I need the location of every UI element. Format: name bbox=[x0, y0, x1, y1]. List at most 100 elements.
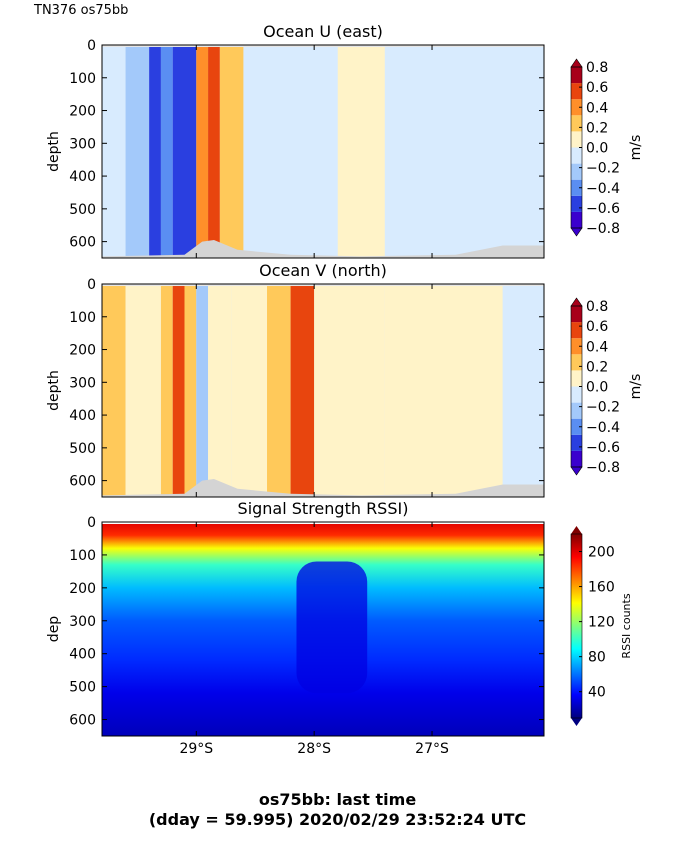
plots-canvas: Ocean U (east) 0 100 200 300 400 500 600 depth 0.… bbox=[46, 22, 644, 757]
colorbar-segment bbox=[571, 434, 582, 451]
colorbar-tick-label: 0.2 bbox=[586, 120, 608, 136]
colorbar-tick-label: −0.6 bbox=[586, 440, 620, 456]
colorbar-extend-top bbox=[571, 526, 582, 534]
panel-title: Signal Strength RSSI) bbox=[238, 499, 409, 518]
colorbar-segment bbox=[571, 450, 582, 467]
colorbar-segment bbox=[571, 67, 582, 84]
y-tick-label: 500 bbox=[69, 680, 96, 696]
colorbar-label: m/s bbox=[628, 374, 644, 400]
y-tick-label: 200 bbox=[69, 581, 96, 597]
colorbar-tick-label: 160 bbox=[588, 580, 615, 596]
colorbar-tick-label: −0.4 bbox=[586, 420, 620, 436]
axes-frame bbox=[101, 283, 545, 498]
panel-title: Ocean U (east) bbox=[263, 22, 383, 41]
footer-line-1: os75bb: last time bbox=[258, 790, 417, 809]
velocity-band bbox=[231, 284, 268, 497]
colorbar-segment bbox=[571, 370, 582, 387]
x-tick-label: 29°S bbox=[179, 741, 213, 757]
velocity-band bbox=[384, 284, 503, 497]
seafloor-topography bbox=[102, 478, 544, 497]
heatmap-cells bbox=[102, 284, 544, 497]
colorbar-tick-label: −0.6 bbox=[586, 201, 620, 217]
rssi-top-gap bbox=[102, 522, 544, 524]
panel-1: Ocean U (east) 0 100 200 300 400 500 600 depth 0.… bbox=[46, 22, 644, 259]
colorbar-segment bbox=[571, 418, 582, 435]
seafloor-topography bbox=[102, 239, 544, 258]
colorbar-segment bbox=[571, 131, 582, 148]
y-tick-label: 200 bbox=[69, 104, 96, 120]
y-tick-label: 400 bbox=[69, 169, 96, 185]
y-tick-label: 200 bbox=[69, 343, 96, 359]
colorbar-label: m/s bbox=[628, 135, 644, 161]
colorbar-label: RSSI counts bbox=[620, 593, 633, 658]
velocity-band bbox=[160, 284, 173, 497]
velocity-band bbox=[243, 45, 291, 258]
colorbar-segment bbox=[571, 211, 582, 228]
colorbar-tick-label: 0.0 bbox=[586, 380, 608, 396]
colorbar-segment bbox=[571, 179, 582, 196]
y-tick-label: 100 bbox=[69, 548, 96, 564]
heatmap-cells bbox=[102, 522, 544, 736]
colorbar-tick-label: −0.8 bbox=[586, 221, 620, 237]
colorbar-extend-top bbox=[570, 58, 583, 68]
velocity-band bbox=[314, 284, 385, 497]
rssi-low-anomaly bbox=[296, 561, 368, 694]
velocity-band bbox=[102, 45, 126, 258]
velocity-band bbox=[102, 284, 126, 497]
colorbar-tick-label: 0.8 bbox=[586, 299, 608, 315]
velocity-band bbox=[219, 45, 244, 258]
axes-frame bbox=[101, 521, 545, 737]
colorbar-tick-label: 80 bbox=[588, 650, 606, 666]
y-tick-label: 0 bbox=[87, 38, 96, 54]
velocity-band bbox=[125, 284, 161, 497]
colorbar-tick-label: 0.4 bbox=[586, 100, 608, 116]
colorbar-tick-label: −0.2 bbox=[586, 161, 620, 177]
y-tick-label: 400 bbox=[69, 647, 96, 663]
y-tick-label: 300 bbox=[69, 375, 96, 391]
y-tick-label: 600 bbox=[69, 235, 96, 251]
colorbar-tick-label: 0.6 bbox=[586, 80, 608, 96]
y-tick-label: 0 bbox=[87, 515, 96, 531]
colorbar-tick-label: 120 bbox=[588, 615, 615, 631]
colorbar-segment bbox=[571, 115, 582, 132]
colorbar-segment bbox=[571, 83, 582, 100]
y-tick-label: 100 bbox=[69, 310, 96, 326]
colorbar-tick-label: −0.2 bbox=[586, 400, 620, 416]
colorbar-tick-label: 0.2 bbox=[586, 359, 608, 375]
axes-frame bbox=[101, 44, 545, 259]
y-tick-label: 400 bbox=[69, 408, 96, 424]
colorbar-segment bbox=[571, 354, 582, 371]
velocity-band bbox=[149, 45, 161, 258]
colorbar-extend-bottom bbox=[571, 718, 582, 726]
colorbar-extend-top bbox=[570, 297, 583, 307]
colorbar-segment bbox=[571, 163, 582, 180]
colorbar-extend-bottom bbox=[570, 466, 583, 476]
velocity-band bbox=[172, 284, 185, 497]
y-tick-label: 500 bbox=[69, 441, 96, 457]
velocity-band bbox=[290, 45, 338, 258]
colorbar: 0.8 0.6 0.4 0.2 0.0 −0.2 −0.4 −0.6 −0.8 m/s bbox=[570, 297, 644, 476]
y-tick-label: 100 bbox=[69, 71, 96, 87]
y-tick-label: 600 bbox=[69, 713, 96, 729]
y-tick-label: 300 bbox=[69, 614, 96, 630]
velocity-band bbox=[208, 45, 220, 258]
colorbar-tick-label: −0.8 bbox=[586, 460, 620, 476]
x-tick-label: 27°S bbox=[415, 741, 449, 757]
velocity-band bbox=[384, 45, 456, 258]
y-axis-label: depth bbox=[46, 370, 62, 411]
colorbar: 200 160 120 80 40 RSSI counts bbox=[570, 526, 633, 726]
surface-strip bbox=[102, 284, 544, 286]
colorbar: 0.8 0.6 0.4 0.2 0.0 −0.2 −0.4 −0.6 −0.8 m/s bbox=[570, 58, 644, 237]
y-tick-label: 600 bbox=[69, 474, 96, 490]
colorbar-tick-label: 200 bbox=[588, 545, 615, 561]
colorbar-segment bbox=[571, 338, 582, 355]
y-tick-label: 500 bbox=[69, 202, 96, 218]
colorbar-tick-label: −0.4 bbox=[586, 181, 620, 197]
cruise-label: TN376 os75bb bbox=[34, 3, 129, 18]
colorbar-tick-label: 0.0 bbox=[586, 141, 608, 157]
velocity-band bbox=[502, 284, 544, 497]
colorbar-segment bbox=[571, 402, 582, 419]
panel-3: Signal Strength RSSI) 0 100 200 300 400 500 600… bbox=[46, 499, 633, 757]
velocity-band bbox=[337, 45, 385, 258]
colorbar-segment bbox=[571, 195, 582, 212]
